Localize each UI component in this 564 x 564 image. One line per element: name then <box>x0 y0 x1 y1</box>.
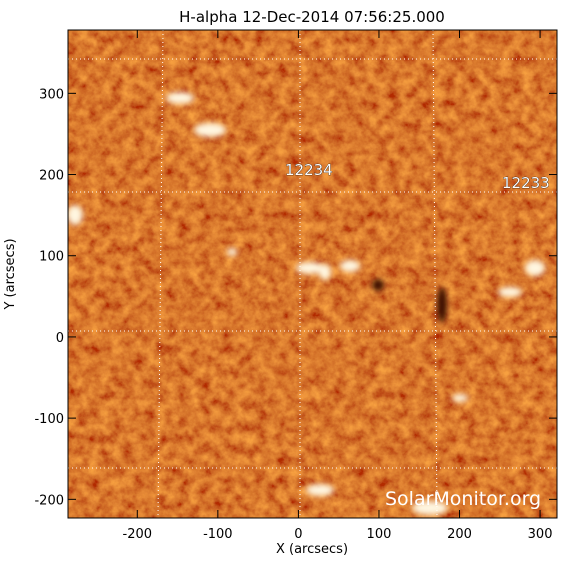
watermark: SolarMonitor.org <box>385 488 541 510</box>
solar-image: 12234 12233 SolarMonitor.org <box>68 30 557 518</box>
x-tick-label: -100 <box>203 527 233 542</box>
chart-title: H-alpha 12-Dec-2014 07:56:25.000 <box>179 8 445 26</box>
y-tick-label: 100 <box>39 250 64 265</box>
x-tick-label: 300 <box>528 527 553 542</box>
plot-frame <box>67 29 558 519</box>
y-tick-label: 200 <box>39 169 64 184</box>
y-tick-label: -200 <box>34 493 64 508</box>
y-axis-label: Y (arcsecs) <box>3 238 18 310</box>
y-tick-label: -100 <box>34 412 64 427</box>
x-axis-label: X (arcsecs) <box>276 542 348 557</box>
y-tick-label: 0 <box>56 331 64 346</box>
x-tick-label: -200 <box>123 527 153 542</box>
region-label: 12234 <box>285 161 333 179</box>
x-tick-label: 100 <box>367 527 392 542</box>
x-tick-label: 0 <box>294 527 302 542</box>
region-label: 12233 <box>502 174 550 192</box>
y-tick-label: 300 <box>39 87 64 102</box>
x-tick-label: 200 <box>447 527 472 542</box>
heliographic-grid <box>68 30 557 518</box>
